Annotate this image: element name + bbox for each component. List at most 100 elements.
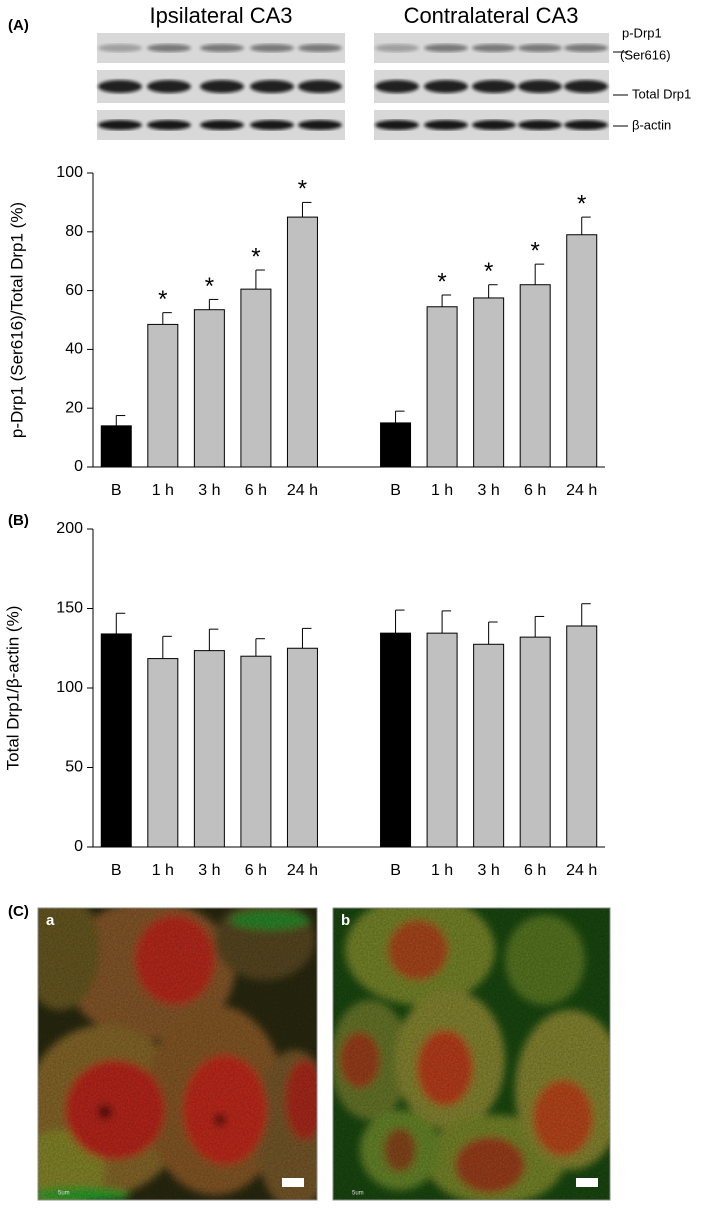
x-tick-label: 1 h (431, 482, 453, 499)
error-bar (115, 612, 126, 634)
blot-label: β-actin (632, 117, 671, 132)
blot-band (200, 80, 244, 93)
x-tick-label: 24 h (287, 482, 318, 499)
significance-marker: * (484, 258, 493, 285)
x-tick-label: 3 h (198, 482, 220, 499)
scale-text: 5um (352, 1191, 364, 1197)
bar (147, 658, 179, 848)
error-bar (534, 263, 545, 285)
significance-marker: * (298, 176, 307, 203)
error-bar (301, 627, 312, 649)
blot-band (375, 44, 419, 52)
blot-band (564, 80, 608, 93)
x-tick-label: B (111, 482, 122, 499)
error-bar (488, 621, 498, 645)
error-bar (255, 638, 265, 657)
blot-band (200, 44, 244, 52)
error-bar (208, 298, 219, 310)
error-bar (441, 294, 452, 307)
blot-band (375, 120, 419, 130)
significance-marker: * (158, 286, 167, 313)
bar (380, 422, 412, 468)
blot-band (472, 44, 516, 52)
y-tick-label: 40 (65, 341, 83, 358)
blot-band (424, 44, 468, 52)
blot-label: p-Drp1 (622, 25, 662, 40)
image-frame (37, 907, 318, 1201)
x-tick-label: 6 h (245, 862, 267, 879)
western-blots (97, 33, 609, 140)
x-tick-label: B (390, 862, 401, 879)
bar (473, 297, 505, 468)
y-tick-label: 100 (56, 679, 83, 696)
y-tick-label: 50 (65, 759, 83, 776)
error-bar (208, 628, 219, 651)
blot-band (147, 80, 191, 93)
blot-band (298, 44, 342, 52)
y-tick-label: 100 (56, 164, 83, 181)
x-tick-label: 6 h (524, 862, 546, 879)
significance-marker: * (437, 268, 446, 295)
bar (473, 643, 505, 848)
y-tick-label: 0 (74, 838, 83, 855)
blot-label: (Ser616) (620, 47, 671, 62)
error-bar (581, 216, 591, 235)
bar (380, 632, 412, 848)
blot-band (147, 120, 191, 130)
bar (100, 425, 132, 468)
y-tick-label: 150 (56, 600, 83, 617)
x-tick-label: 3 h (198, 862, 220, 879)
x-tick-label: 1 h (152, 862, 174, 879)
panel-label: (B) (8, 512, 29, 529)
blot-band (424, 120, 468, 130)
x-tick-label: 6 h (524, 482, 546, 499)
blot-band (298, 120, 342, 130)
significance-marker: * (531, 237, 540, 264)
bar (426, 306, 458, 468)
error-bar (162, 312, 172, 325)
image-label: b (341, 912, 350, 929)
error-bar (255, 269, 265, 290)
blot-band (564, 44, 608, 52)
error-bar (395, 609, 405, 634)
y-axis-label: Total Drp1/β-actin (%) (3, 606, 22, 771)
y-tick-label: 20 (65, 399, 83, 416)
x-tick-label: 3 h (478, 482, 500, 499)
panel-label: (A) (8, 17, 29, 34)
blot-band (518, 120, 562, 130)
error-bar (581, 603, 591, 626)
error-bar (488, 284, 498, 298)
blot-band (250, 120, 294, 130)
blot-band (424, 80, 468, 93)
x-tick-label: 1 h (431, 862, 453, 879)
x-tick-label: B (111, 862, 122, 879)
bar (519, 284, 551, 468)
error-bar (115, 415, 126, 426)
error-bar (534, 615, 545, 638)
x-tick-label: 1 h (152, 482, 174, 499)
y-axis-label: p-Drp1 (Ser616)/Total Drp1 (%) (7, 202, 26, 438)
error-bar (301, 201, 312, 218)
blot-band (472, 120, 516, 130)
blot-band (298, 80, 342, 93)
x-tick-label: 24 h (566, 862, 597, 879)
blot-band (147, 44, 191, 52)
blot-band (250, 44, 294, 52)
panel-label: (C) (8, 903, 29, 920)
blot-band (98, 44, 142, 52)
significance-marker: * (205, 273, 214, 300)
blot-band (472, 80, 516, 93)
bar (566, 625, 598, 848)
bar (100, 633, 132, 848)
blot-band (250, 80, 294, 93)
group-title: Ipsilateral CA3 (149, 3, 292, 28)
x-tick-label: 24 h (566, 482, 597, 499)
image-label: a (46, 912, 55, 929)
blot-band (200, 120, 244, 130)
error-bar (441, 610, 452, 634)
y-tick-label: 60 (65, 282, 83, 299)
bar (519, 636, 551, 848)
bar (286, 216, 318, 468)
bar (240, 655, 272, 848)
